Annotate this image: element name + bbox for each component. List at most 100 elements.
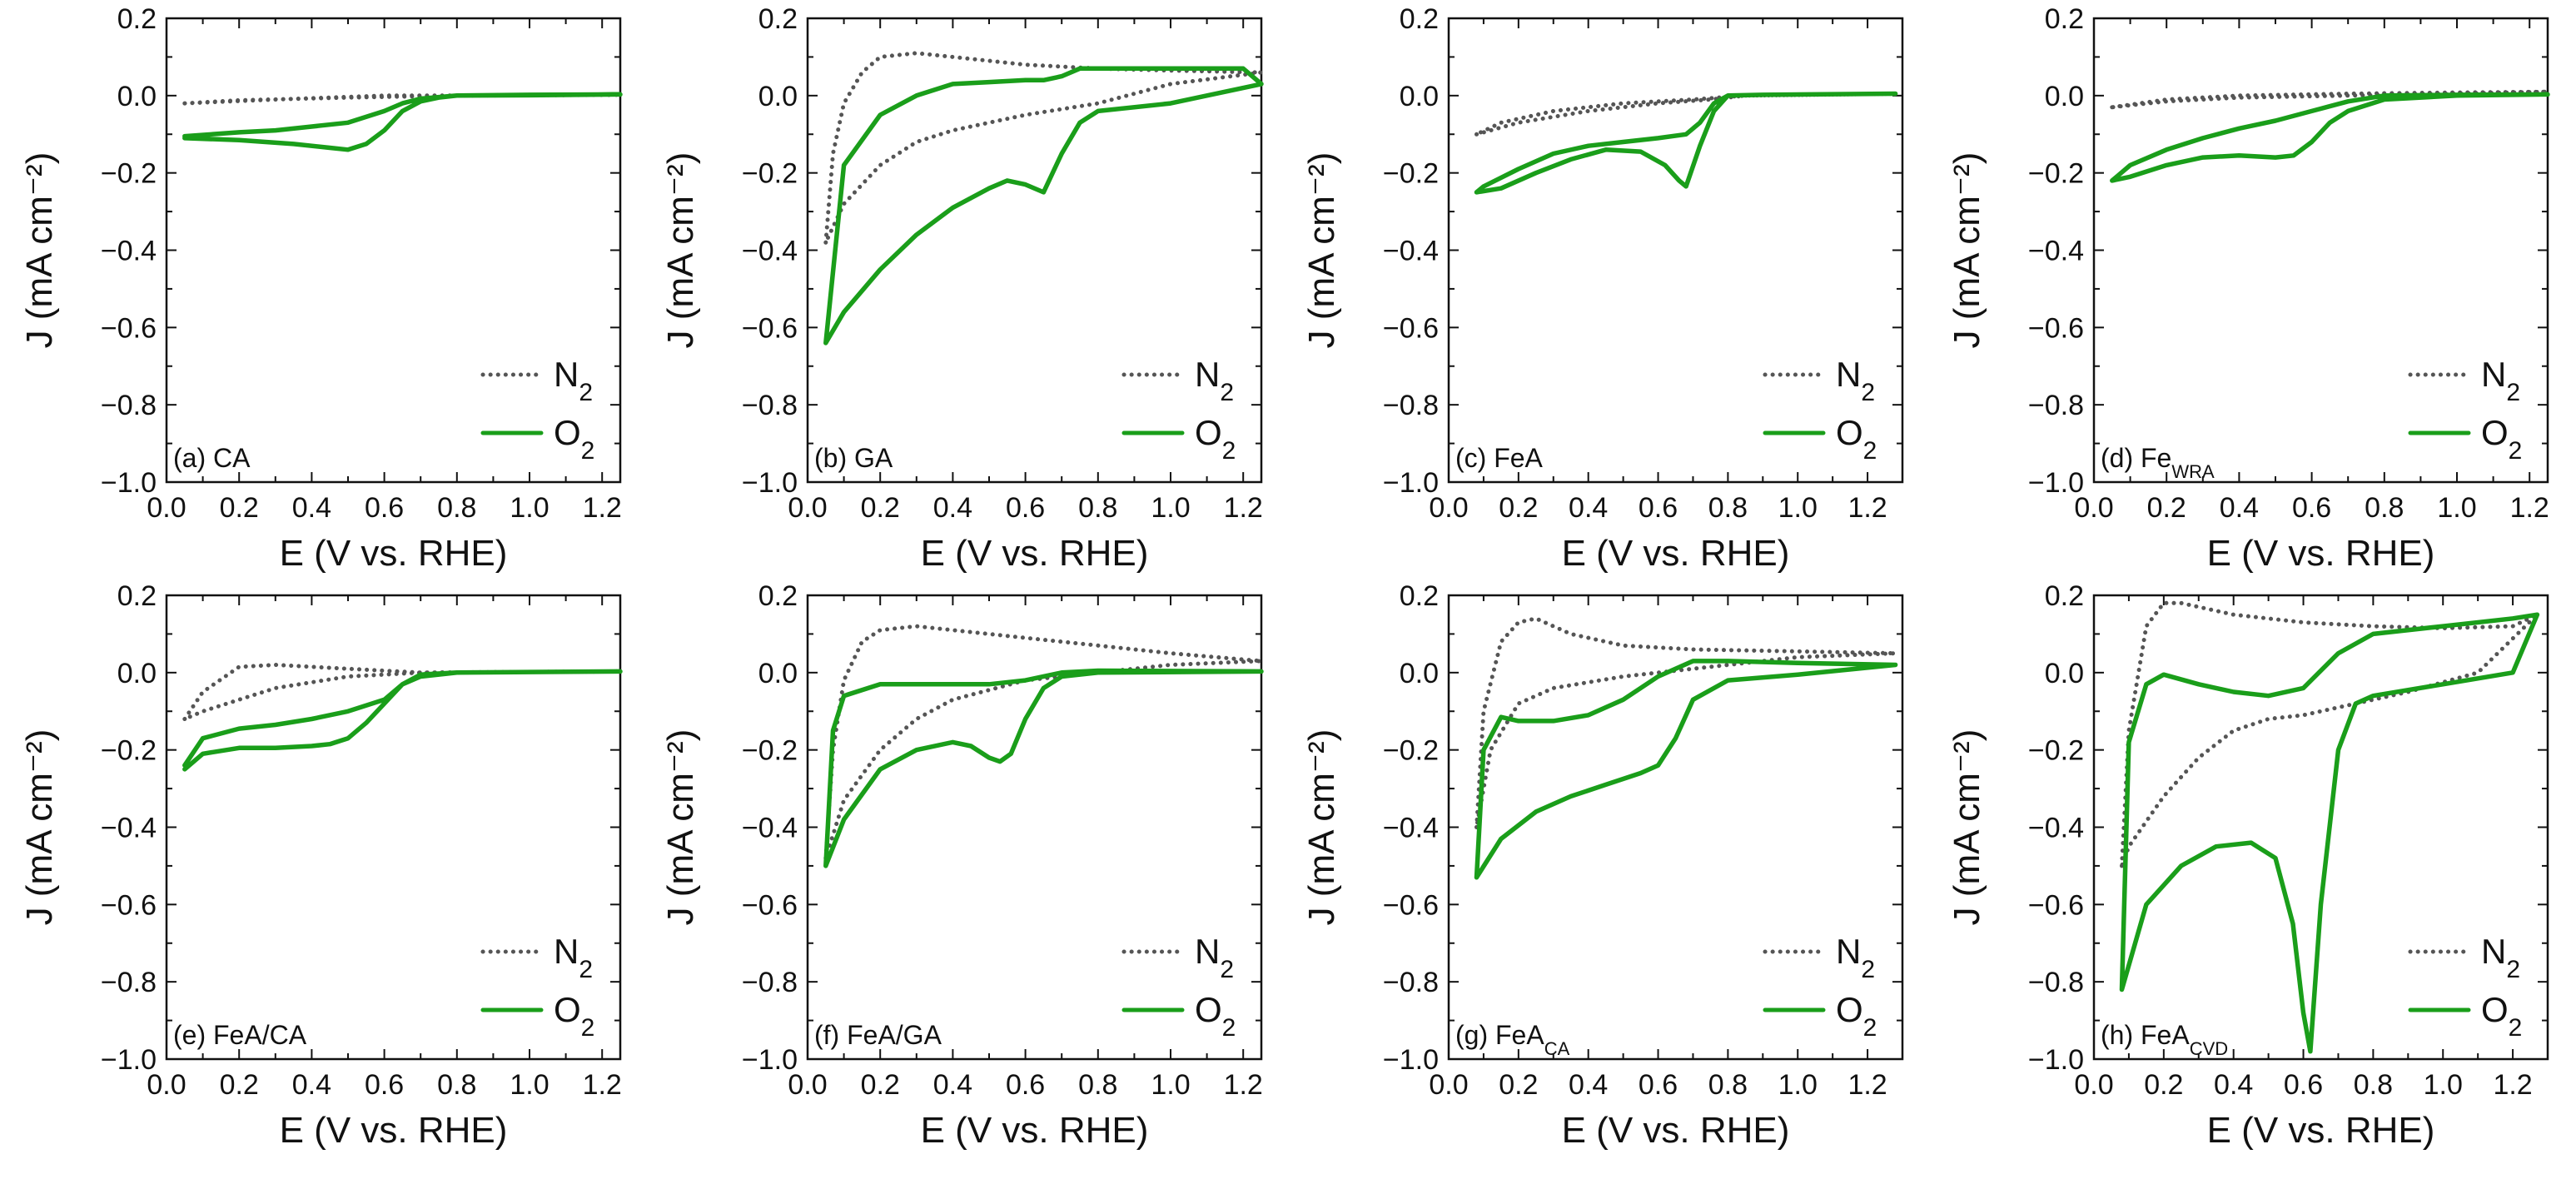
series-o2-line xyxy=(182,669,623,772)
panel-name-sub: CVD xyxy=(2190,1038,2228,1059)
x-tick-label: 0.6 xyxy=(1639,1069,1678,1101)
axes-frame xyxy=(165,17,622,484)
legend-label-n2: N2 xyxy=(1836,932,1875,983)
series-o2-line xyxy=(2110,92,2550,183)
axes-frame xyxy=(2092,17,2549,484)
legend-label-sub: 2 xyxy=(579,956,593,983)
panel-letter: (h) xyxy=(2101,1020,2141,1050)
y-tick-label: 0.2 xyxy=(2045,3,2084,35)
y-axis-title: J (mA cm⁻²) xyxy=(1301,729,1342,926)
legend-label-main: O xyxy=(554,413,581,452)
y-tick-label: −0.8 xyxy=(1383,390,1439,421)
x-tick-label: 1.0 xyxy=(1778,1069,1818,1101)
legend-label-main: N xyxy=(2481,355,2506,394)
legend-label-main: N xyxy=(1195,355,1220,394)
x-axis-title: E (V vs. RHE) xyxy=(2207,1110,2435,1151)
legend-label-o2: O2 xyxy=(1836,990,1877,1042)
y-tick-label: −0.4 xyxy=(101,813,157,844)
panel-label: (c) FeA xyxy=(1455,443,1544,473)
legend-label-sub: 2 xyxy=(1222,437,1236,465)
x-tick-label: 1.0 xyxy=(1151,492,1190,524)
legend-label-main: N xyxy=(2481,932,2506,971)
y-tick-label: −0.2 xyxy=(1383,158,1439,190)
axes-frame xyxy=(165,594,622,1061)
panel-letter: (e) xyxy=(173,1020,213,1050)
legend-label-main: O xyxy=(2481,990,2509,1029)
y-tick-label: 0.0 xyxy=(1400,658,1439,689)
series-n2-line xyxy=(182,92,623,106)
panel-name: CA xyxy=(213,443,251,473)
panel-name: FeA xyxy=(1494,443,1543,473)
x-tick-label: 0.4 xyxy=(292,1069,331,1101)
panel-name: FeA/GA xyxy=(847,1020,942,1050)
y-tick-label: −0.2 xyxy=(1383,735,1439,767)
y-tick-label: −0.8 xyxy=(101,390,157,421)
panel-label: (b) GA xyxy=(814,443,893,473)
y-tick-label: −0.4 xyxy=(1383,813,1439,844)
legend-label-sub: 2 xyxy=(2506,956,2520,983)
panel-f-fea-ga: 0.0 0.2 0.4 0.6 0.8 1.0 1.2 0.2 0.0 −0.2 −0.4 −0.6 −… xyxy=(660,580,1264,1151)
legend-label-sub: 2 xyxy=(1220,956,1234,983)
panel-name-sub: CA xyxy=(1544,1038,1570,1059)
y-tick-label: 0.2 xyxy=(117,3,157,35)
legend-label-n2: N2 xyxy=(2481,355,2520,406)
panel-label: (a) CA xyxy=(173,443,251,473)
panel-letter: (d) xyxy=(2101,443,2141,473)
legend-label-o2: O2 xyxy=(1836,413,1877,465)
legend-label-main: N xyxy=(1195,932,1220,971)
legend-label-main: O xyxy=(554,990,581,1029)
x-tick-label: 0.6 xyxy=(365,492,404,524)
y-tick-label: 0.2 xyxy=(1400,3,1439,35)
y-tick-label: −0.6 xyxy=(742,889,798,921)
y-tick-label: −0.6 xyxy=(742,312,798,344)
x-tick-label: 0.0 xyxy=(788,1069,827,1101)
x-tick-label: 0.2 xyxy=(1499,492,1538,524)
x-tick-label: 1.2 xyxy=(583,492,622,524)
x-tick-label: 0.8 xyxy=(1708,1069,1748,1101)
y-tick-label: −1.0 xyxy=(1383,1044,1439,1076)
axes-frame xyxy=(1447,17,1904,484)
y-tick-label: −0.8 xyxy=(2028,967,2084,998)
panel-name-main: FeA xyxy=(2141,1020,2190,1050)
x-tick-label: 0.6 xyxy=(1006,492,1045,524)
legend-label-main: O xyxy=(1836,413,1863,452)
y-tick-label: −0.4 xyxy=(742,236,798,267)
legend-label-main: N xyxy=(554,355,579,394)
panel-name-main: Fe xyxy=(2141,443,2171,473)
panel-name: FeA/CA xyxy=(213,1020,307,1050)
y-tick-label: 0.0 xyxy=(117,658,157,689)
y-tick-label: −0.6 xyxy=(2028,889,2084,921)
x-tick-label: 1.0 xyxy=(1151,1069,1190,1101)
x-tick-label: 1.0 xyxy=(2437,492,2476,524)
panel-letter: (g) xyxy=(1455,1020,1495,1050)
y-tick-label: −0.2 xyxy=(2028,735,2084,767)
x-tick-label: 1.0 xyxy=(510,492,549,524)
y-tick-label: 0.2 xyxy=(758,3,798,35)
y-tick-label: −0.6 xyxy=(101,312,157,344)
y-tick-label: 0.0 xyxy=(2045,658,2084,689)
x-tick-label: 0.0 xyxy=(147,492,186,524)
y-tick-label: −0.6 xyxy=(1383,889,1439,921)
legend-label-sub: 2 xyxy=(1863,1014,1877,1042)
panel-b-ga: 0.0 0.2 0.4 0.6 0.8 1.0 1.2 0.2 0.0 −0.2 −0.4 −0.6 −… xyxy=(660,3,1264,574)
x-tick-label: 0.2 xyxy=(1499,1069,1538,1101)
x-tick-label: 0.0 xyxy=(2074,1069,2113,1101)
axes-frame xyxy=(806,17,1263,484)
legend-label-sub: 2 xyxy=(2506,379,2520,406)
legend-label-sub: 2 xyxy=(1861,956,1875,983)
x-tick-label: 1.2 xyxy=(1847,492,1887,524)
y-tick-label: −0.6 xyxy=(101,889,157,921)
y-tick-label: −0.2 xyxy=(101,735,157,767)
x-tick-label: 0.8 xyxy=(437,492,476,524)
x-tick-label: 0.2 xyxy=(861,1069,900,1101)
series-o2-line xyxy=(182,92,623,152)
x-tick-label: 0.4 xyxy=(1569,492,1608,524)
x-tick-label: 0.8 xyxy=(1708,492,1748,524)
x-tick-label: 0.4 xyxy=(933,1069,972,1101)
panel-h-feacvd: 0.0 0.2 0.4 0.6 0.8 1.0 1.2 0.2 0.0 −0.2 −0.4 −0.6 −… xyxy=(1947,580,2549,1151)
y-tick-label: 0.0 xyxy=(1400,81,1439,112)
legend-label-sub: 2 xyxy=(579,379,593,406)
legend-label-main: O xyxy=(1195,990,1222,1029)
x-tick-label: 1.0 xyxy=(1778,492,1818,524)
series-n2-line xyxy=(1474,616,1898,829)
